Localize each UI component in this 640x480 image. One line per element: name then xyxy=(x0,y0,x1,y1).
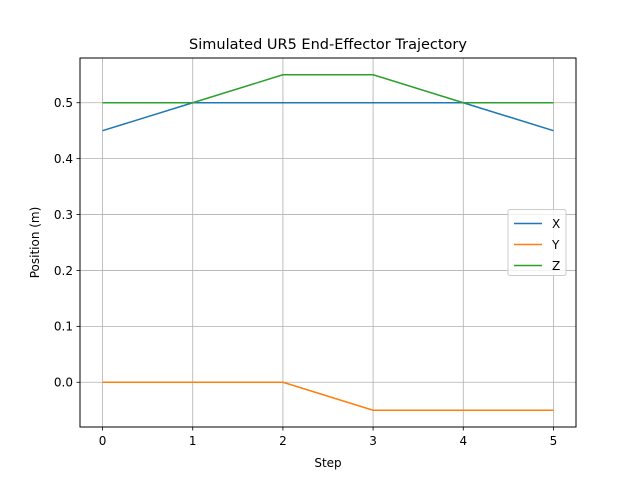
y-tick-label: 0.5 xyxy=(54,96,73,110)
series-line-z xyxy=(102,74,554,104)
legend: XYZ xyxy=(507,209,567,276)
series-lines xyxy=(102,74,554,411)
legend-label-z: Z xyxy=(552,259,560,273)
y-tick-label: 0.1 xyxy=(54,320,73,334)
plot-frame xyxy=(79,57,577,428)
x-tick-label: 2 xyxy=(279,434,287,448)
x-tick-label: 3 xyxy=(369,434,377,448)
grid-lines xyxy=(80,58,576,427)
y-tick-label: 0.3 xyxy=(54,208,73,222)
x-axis-ticks: 0 1 2 3 4 5 xyxy=(99,427,558,448)
y-tick-label: 0.2 xyxy=(54,264,73,278)
y-axis-ticks: 0.0 0.1 0.2 0.3 0.4 0.5 xyxy=(54,96,80,390)
legend-box xyxy=(507,209,567,276)
y-tick-label: 0.0 xyxy=(54,376,73,390)
x-tick-label: 1 xyxy=(189,434,197,448)
series-line-x xyxy=(102,101,554,132)
y-tick-label: 0.4 xyxy=(54,152,73,166)
y-axis-label: Position (m) xyxy=(28,207,42,279)
series-line-y xyxy=(102,381,554,411)
x-axis-label: Step xyxy=(314,456,341,470)
legend-label-y: Y xyxy=(551,238,560,252)
x-tick-label: 0 xyxy=(99,434,107,448)
legend-label-x: X xyxy=(552,217,560,231)
x-tick-label: 5 xyxy=(550,434,558,448)
x-tick-label: 4 xyxy=(459,434,467,448)
chart-title: Simulated UR5 End-Effector Trajectory xyxy=(189,37,467,53)
